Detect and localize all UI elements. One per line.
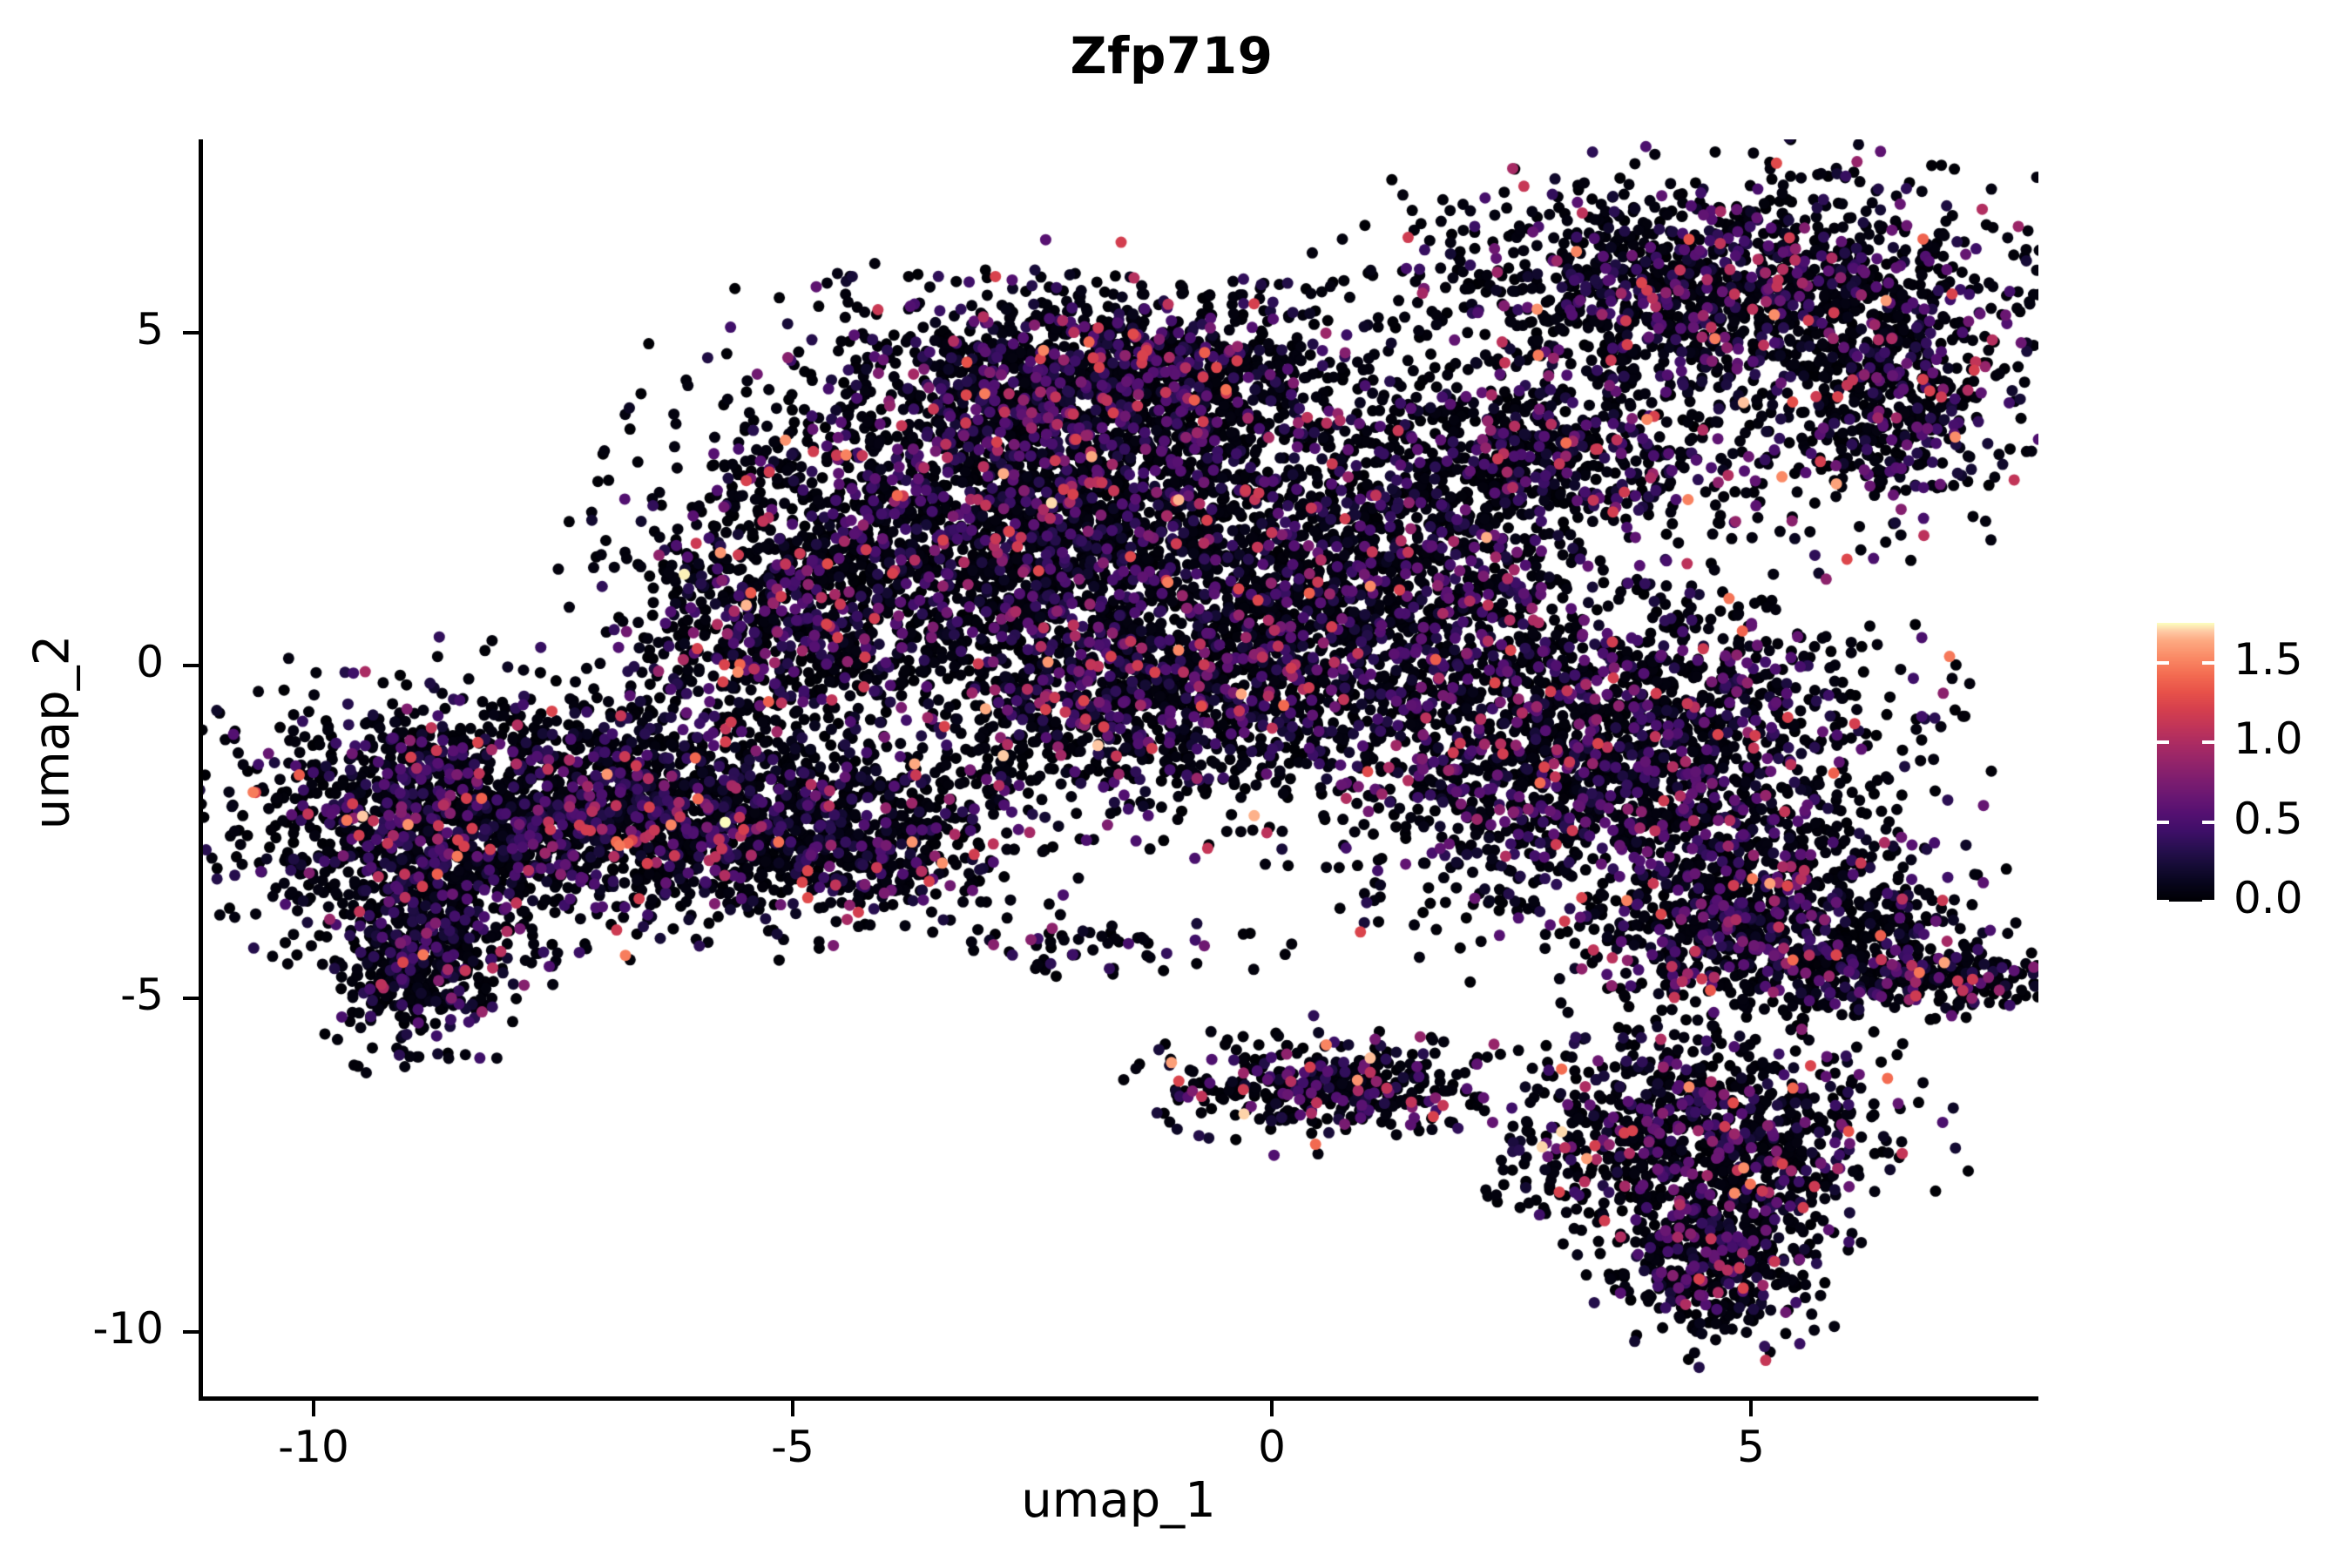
x-tick-mark (1270, 1401, 1274, 1416)
x-tick-mark (1749, 1401, 1753, 1416)
colorbar-tick-label: 0.5 (2234, 793, 2303, 844)
y-tick-label: -10 (92, 1302, 164, 1354)
x-axis-label: umap_1 (1021, 1472, 1216, 1529)
colorbar-tick-label: 1.5 (2234, 633, 2303, 685)
colorbar-tick-mark (2202, 660, 2214, 665)
y-tick-label: 5 (136, 303, 164, 355)
x-axis-spine (199, 1396, 2038, 1401)
x-tick-mark (312, 1401, 315, 1416)
y-tick-mark (183, 330, 199, 335)
y-tick-label: 0 (136, 636, 164, 687)
colorbar-tick-label: 0.0 (2234, 873, 2303, 923)
scatter-plot-canvas (199, 139, 2038, 1398)
y-tick-mark (183, 997, 199, 1001)
colorbar-tick-mark (2157, 900, 2169, 903)
y-axis-spine (199, 139, 203, 1401)
x-tick-label: 5 (1737, 1422, 1765, 1472)
colorbar-tick-mark (2202, 740, 2214, 745)
x-tick-label: -10 (278, 1422, 349, 1472)
colorbar: 1.5 1.0 0.5 0.0 (2157, 623, 2349, 923)
y-axis-label: umap_2 (24, 634, 81, 830)
x-tick-label: 0 (1258, 1422, 1286, 1472)
colorbar-tick-mark (2157, 820, 2169, 824)
x-tick-mark (791, 1401, 794, 1416)
plot-axes: -10 -5 0 5 5 0 -5 -10 (92, 139, 2038, 1472)
y-tick-mark (183, 663, 199, 667)
colorbar-tick-label: 1.0 (2234, 713, 2303, 765)
colorbar-tick-mark (2157, 660, 2169, 665)
colorbar-gradient (2157, 623, 2214, 902)
colorbar-tick-mark (2157, 740, 2169, 745)
x-tick-label: -5 (771, 1422, 814, 1472)
y-tick-label: -5 (120, 970, 164, 1021)
page-title: Zfp719 (1070, 26, 1274, 85)
colorbar-tick-mark (2202, 820, 2214, 824)
y-tick-mark (183, 1329, 199, 1334)
colorbar-tick-mark (2202, 900, 2214, 903)
